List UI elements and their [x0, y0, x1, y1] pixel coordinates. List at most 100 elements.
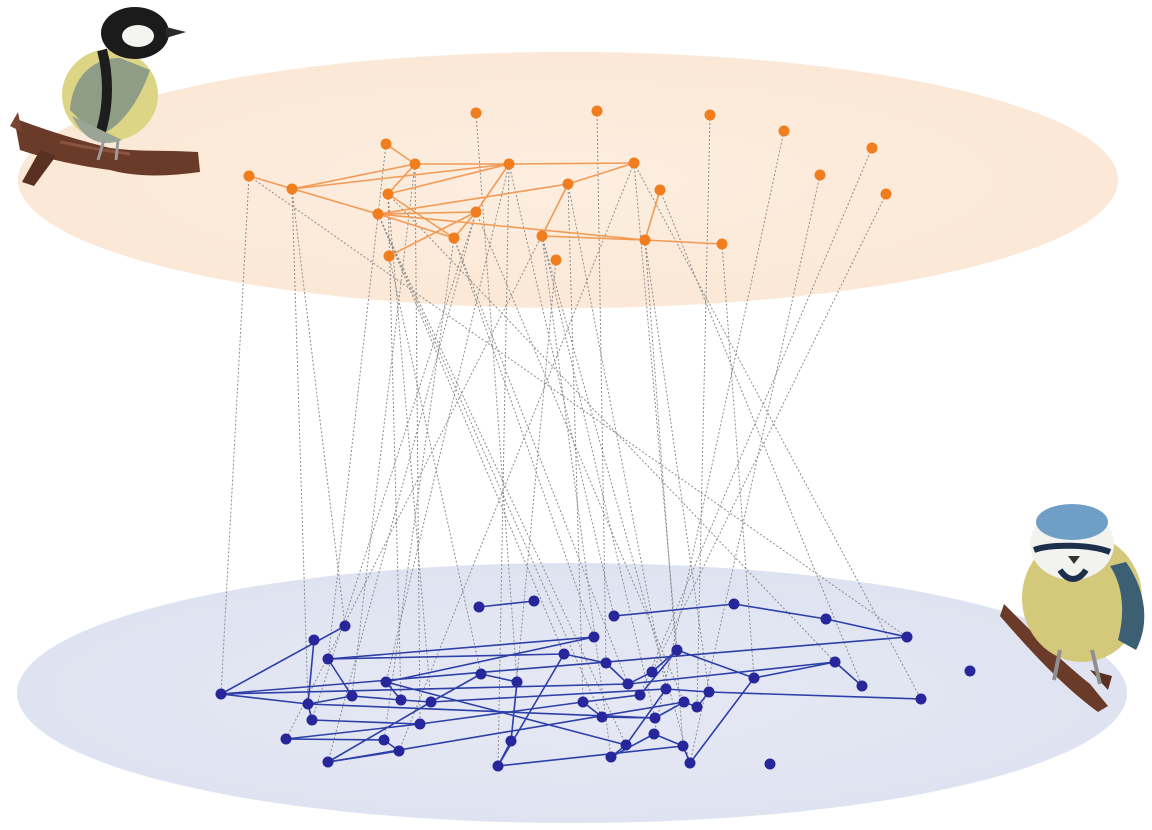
- bottom-layer-edge: [327, 658, 353, 697]
- top-layer-edge: [387, 163, 510, 195]
- bottom-layer-edge: [327, 701, 432, 763]
- bottom-layer-node: [829, 656, 841, 668]
- bottom-layer-edge: [327, 653, 565, 660]
- great-tit-illustration: [10, 7, 200, 186]
- interlayer-link: [414, 163, 421, 725]
- top-layer-node: [550, 254, 562, 266]
- bottom-layer-node: [622, 678, 634, 690]
- bottom-layer-edge: [430, 688, 667, 703]
- bottom-layer-node: [505, 735, 517, 747]
- bottom-layer-node: [901, 631, 913, 643]
- interlayer-link: [475, 211, 685, 703]
- bottom-layer-node: [511, 676, 523, 688]
- bottom-layer-node: [691, 701, 703, 713]
- interlayer-link: [453, 237, 595, 638]
- top-layer-node: [814, 169, 826, 181]
- interlayer-link: [311, 211, 477, 721]
- interlayer-link: [567, 183, 667, 690]
- top-layer-node: [243, 170, 255, 182]
- bottom-layer-node: [671, 644, 683, 656]
- interlayer-link: [327, 211, 477, 763]
- bottom-layer-edge: [220, 636, 908, 695]
- interlayer-link: [639, 147, 873, 696]
- top-layer-edge: [475, 163, 510, 213]
- top-layer-edge: [291, 163, 510, 190]
- bottom-layer-node: [414, 718, 426, 730]
- bottom-layer-node: [684, 757, 696, 769]
- bottom-layer-node: [322, 653, 334, 665]
- bottom-layer-node: [475, 668, 487, 680]
- bottom-layer-edge: [385, 681, 627, 746]
- bottom-layer-node: [915, 693, 927, 705]
- top-layer-edge: [377, 211, 477, 215]
- top-layer-edge: [541, 235, 646, 241]
- bottom-layer-node: [748, 672, 760, 684]
- interlayer-link: [508, 163, 615, 617]
- bottom-layer-node: [703, 686, 715, 698]
- interlayer-link: [633, 162, 678, 651]
- bottom-layer-edge: [651, 649, 678, 673]
- interlayer-link: [596, 110, 607, 664]
- bottom-layer-node: [764, 758, 776, 770]
- interlayer-link: [398, 162, 635, 752]
- top-layer-node: [716, 238, 728, 250]
- bottom-layer-edge: [676, 649, 755, 679]
- interlayer-link: [644, 239, 710, 693]
- bottom-layer-node: [596, 711, 608, 723]
- interlayer-link: [377, 213, 627, 746]
- bottom-layer-node: [649, 712, 661, 724]
- interlayer-link: [541, 235, 656, 719]
- top-layer-node: [448, 232, 460, 244]
- bottom-layer-edge: [311, 719, 421, 725]
- top-layer-edge: [248, 175, 379, 215]
- bottom-layer-edge: [220, 625, 346, 695]
- top-layer-node: [409, 158, 421, 170]
- top-layer-node: [470, 107, 482, 119]
- interlayer-link: [510, 259, 557, 742]
- bottom-layer-node: [634, 689, 646, 701]
- bottom-layer-edge: [385, 636, 595, 683]
- bottom-layer-node: [280, 733, 292, 745]
- interlayer-link: [541, 235, 612, 758]
- interlayer-link: [383, 237, 455, 741]
- top-layer-node: [536, 230, 548, 242]
- top-layer-edge: [541, 183, 569, 237]
- top-layer-node: [704, 109, 716, 121]
- bottom-layer-node: [820, 613, 832, 625]
- interlayer-link: [220, 175, 250, 695]
- top-layer-nodes: [243, 105, 892, 266]
- bottom-layer-node: [728, 598, 740, 610]
- interlayer-link: [388, 255, 482, 675]
- top-layer-node: [383, 250, 395, 262]
- bottom-layer-edge: [627, 661, 836, 685]
- bottom-layer-node: [346, 690, 358, 702]
- bottom-layer-edge: [327, 636, 595, 660]
- bottom-layer-edge: [497, 653, 565, 767]
- top-layer-edge: [291, 163, 416, 190]
- top-layer-node: [503, 158, 515, 170]
- top-layer-edge: [377, 213, 646, 241]
- bottom-layer-node: [608, 610, 620, 622]
- top-layer-edge: [644, 239, 723, 245]
- bottom-layer-plane: [17, 563, 1127, 823]
- bottom-layer-node: [322, 756, 334, 768]
- top-layer-node: [286, 183, 298, 195]
- great-tit-body-icon: [62, 7, 186, 161]
- interlayer-link: [351, 163, 416, 697]
- interlayer-link: [659, 189, 863, 687]
- bottom-layer-node: [528, 595, 540, 607]
- bottom-layer-node: [492, 760, 504, 772]
- bottom-layer-edge: [708, 691, 922, 700]
- bottom-layer-node: [558, 648, 570, 660]
- bottom-layer-edge: [285, 738, 385, 741]
- top-layer-node: [380, 138, 392, 150]
- bottom-layer-node: [339, 620, 351, 632]
- top-layer-edge: [377, 183, 569, 215]
- bottom-layer-edge: [307, 695, 353, 705]
- bottom-layer-node: [473, 601, 485, 613]
- top-layer-edge: [388, 211, 477, 257]
- interlayer-link: [248, 175, 908, 638]
- top-layer-node: [382, 188, 394, 200]
- bottom-layer-edge: [733, 603, 827, 620]
- interlayer-link: [721, 243, 755, 679]
